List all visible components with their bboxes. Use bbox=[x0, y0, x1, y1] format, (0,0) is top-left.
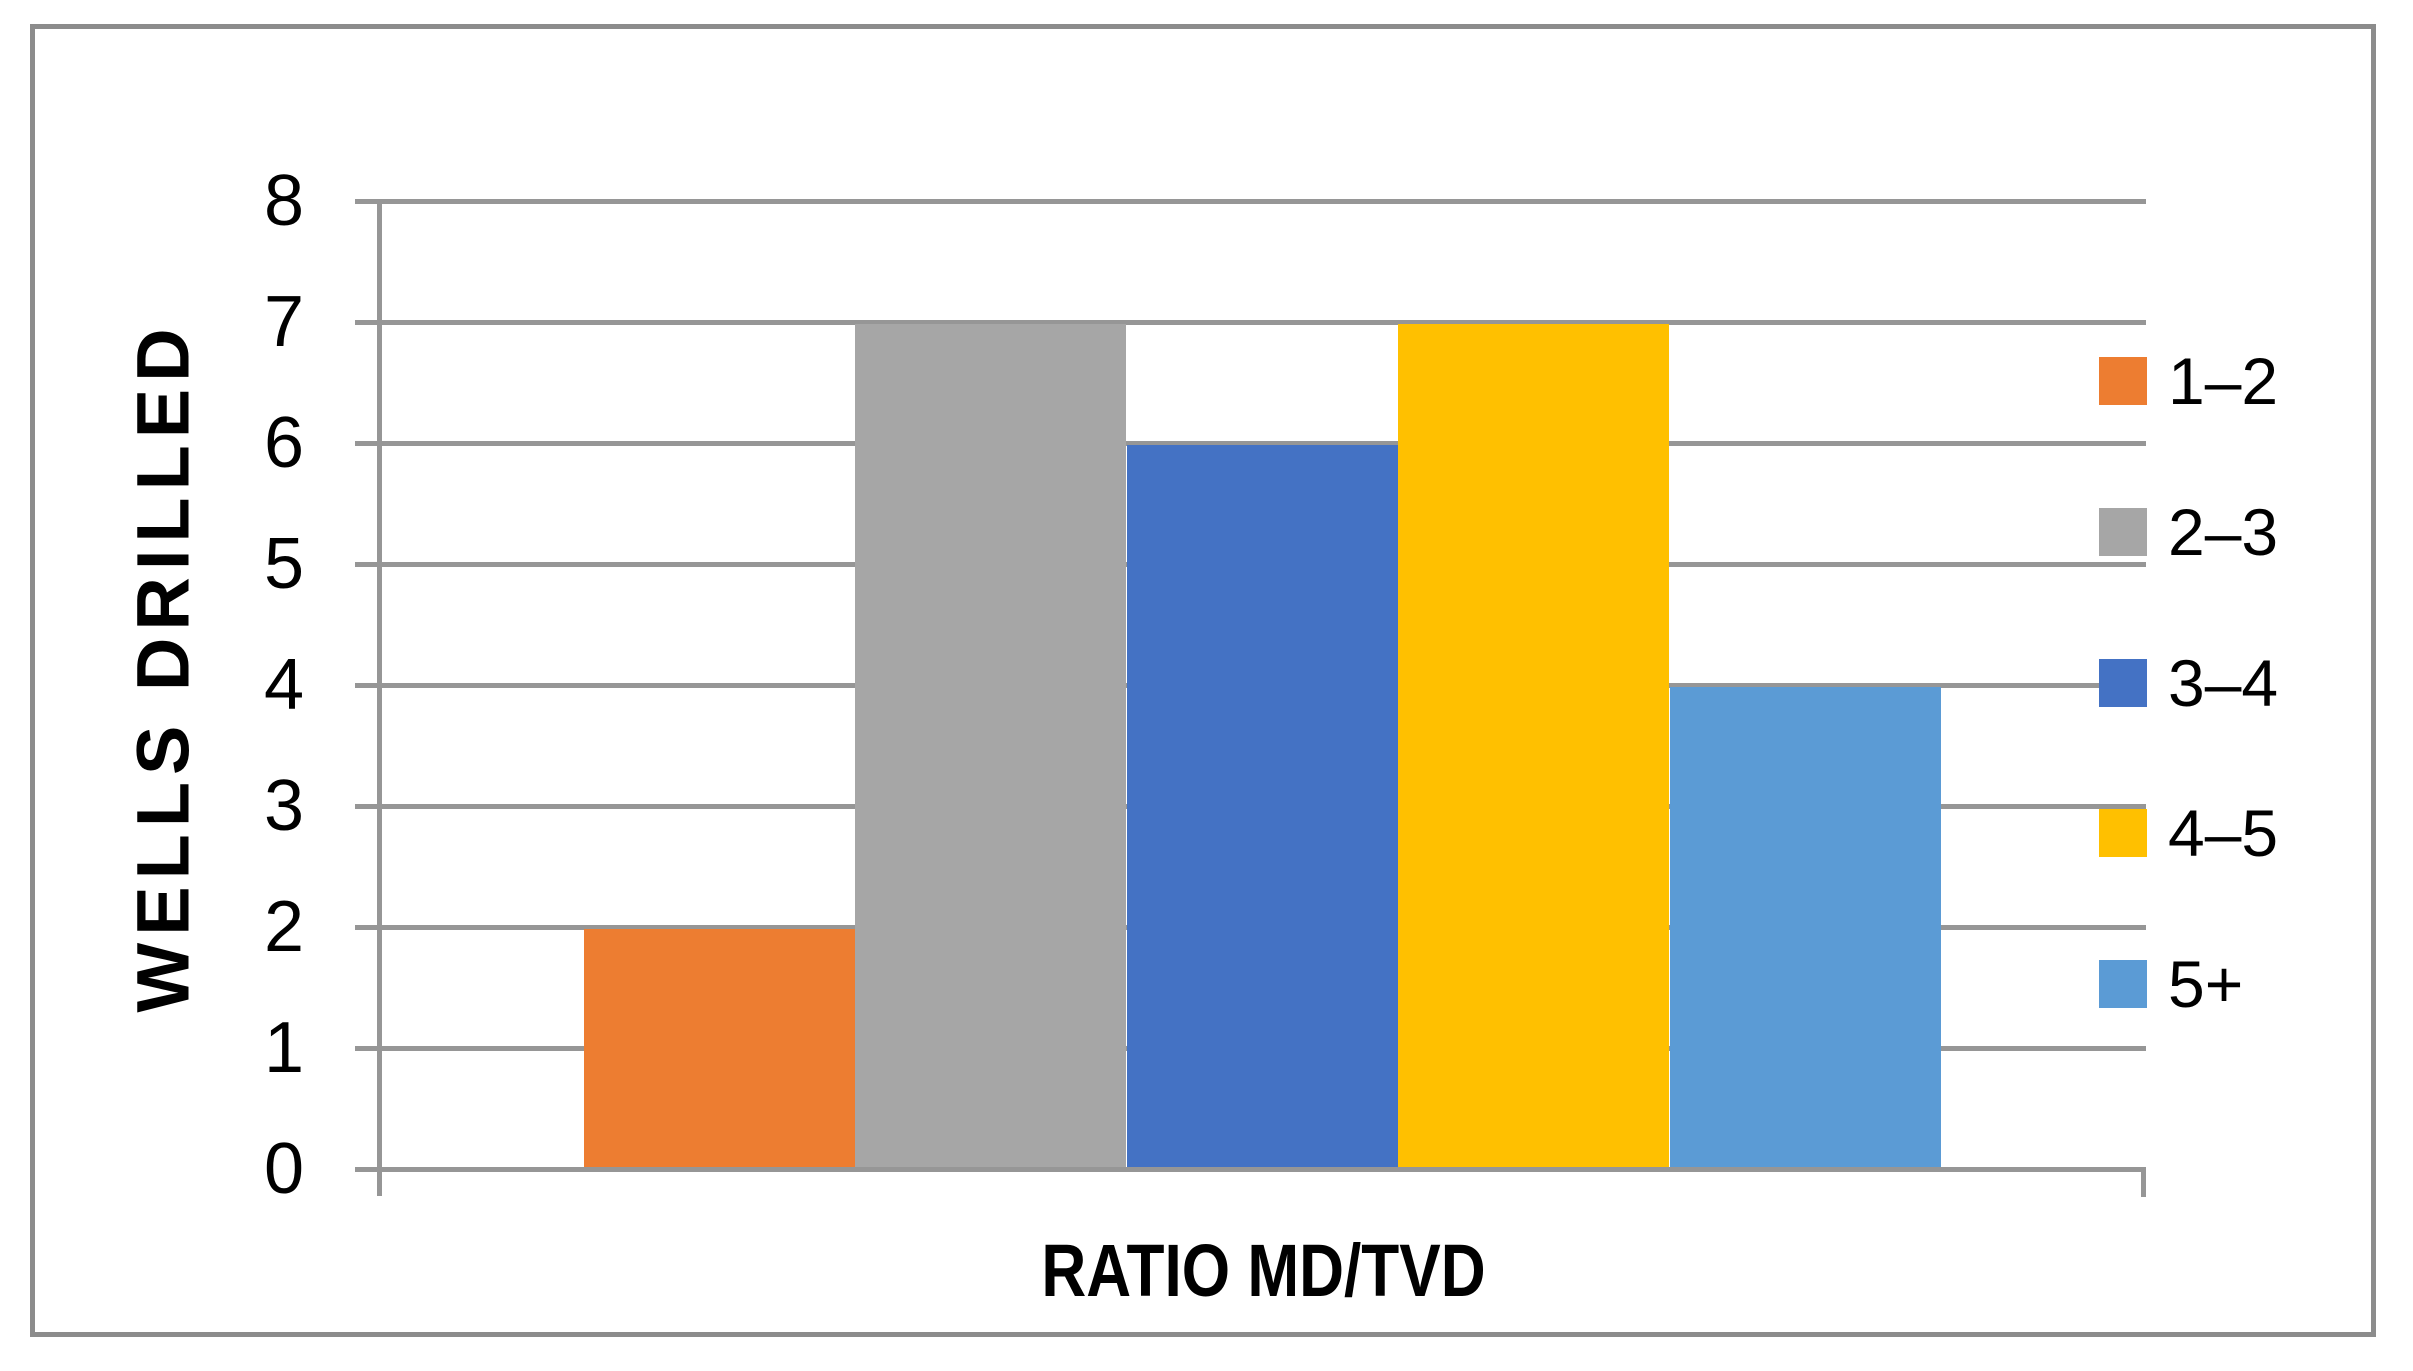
x-axis-line bbox=[355, 1167, 2146, 1172]
bar-1–2 bbox=[584, 929, 855, 1169]
gridline-8 bbox=[355, 199, 2146, 204]
bar-5+ bbox=[1670, 687, 1941, 1169]
bar-3–4 bbox=[1127, 445, 1398, 1169]
x-axis-title: RATIO MD/TVD bbox=[1041, 1229, 1486, 1312]
bar-2–3 bbox=[855, 324, 1126, 1169]
legend-label-2–3: 2–3 bbox=[2168, 494, 2279, 569]
gridline-6 bbox=[355, 441, 2146, 446]
y-tick-label-1: 1 bbox=[263, 1008, 305, 1088]
legend-swatch-1–2 bbox=[2099, 357, 2147, 405]
legend-label-5+: 5+ bbox=[2168, 947, 2244, 1021]
x-axis-title-container: RATIO MD/TVD bbox=[381, 1228, 2146, 1313]
y-tick-label-0: 0 bbox=[263, 1129, 305, 1209]
legend-swatch-3–4 bbox=[2099, 658, 2147, 707]
y-tick-label-5: 5 bbox=[263, 524, 305, 604]
y-tick-label-2: 2 bbox=[263, 887, 305, 967]
y-tick-label-7: 7 bbox=[263, 282, 305, 362]
bar-4–5 bbox=[1398, 324, 1669, 1169]
gridline-7 bbox=[355, 320, 2146, 325]
y-axis-line bbox=[377, 203, 382, 1196]
y-axis-title: WELLS DRILLED bbox=[121, 321, 205, 1013]
y-tick-label-4: 4 bbox=[263, 645, 305, 725]
legend-swatch-5+ bbox=[2099, 960, 2147, 1008]
y-tick-label-8: 8 bbox=[263, 161, 305, 241]
legend-label-3–4: 3–4 bbox=[2168, 645, 2279, 720]
legend-swatch-2–3 bbox=[2099, 507, 2147, 556]
legend-swatch-4–5 bbox=[2099, 809, 2147, 858]
y-tick-label-6: 6 bbox=[263, 403, 305, 483]
chart-frame-border bbox=[30, 24, 2376, 1337]
legend-label-1–2: 1–2 bbox=[2168, 344, 2279, 418]
x-axis-end-tick bbox=[2141, 1167, 2146, 1197]
y-tick-label-3: 3 bbox=[263, 766, 305, 846]
legend-label-4–5: 4–5 bbox=[2168, 796, 2279, 871]
